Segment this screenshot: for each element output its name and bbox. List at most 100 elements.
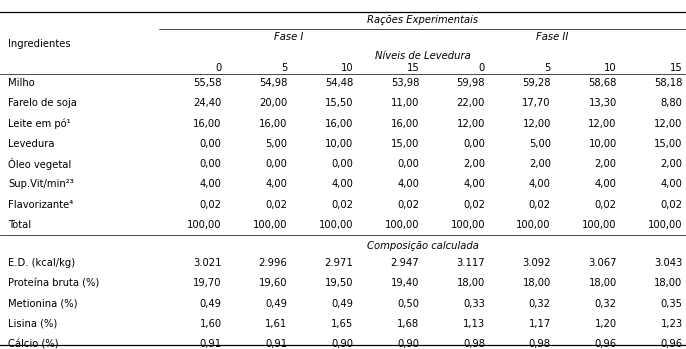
Text: 5: 5	[281, 63, 287, 73]
Text: 58,18: 58,18	[654, 78, 683, 88]
Text: 3.021: 3.021	[193, 258, 222, 268]
Text: 1,61: 1,61	[265, 319, 287, 329]
Text: 16,00: 16,00	[325, 119, 353, 128]
Text: 4,00: 4,00	[661, 179, 683, 189]
Text: 100,00: 100,00	[451, 220, 485, 230]
Text: 100,00: 100,00	[319, 220, 353, 230]
Text: 3.092: 3.092	[522, 258, 551, 268]
Text: 100,00: 100,00	[517, 220, 551, 230]
Text: 15,00: 15,00	[654, 139, 683, 149]
Text: 0,02: 0,02	[661, 200, 683, 209]
Text: Farelo de soja: Farelo de soja	[8, 98, 77, 108]
Text: 54,98: 54,98	[259, 78, 287, 88]
Text: 53,98: 53,98	[391, 78, 419, 88]
Text: 0,00: 0,00	[265, 159, 287, 169]
Text: 12,00: 12,00	[457, 119, 485, 128]
Text: 1,68: 1,68	[397, 319, 419, 329]
Text: 15: 15	[406, 63, 419, 73]
Text: 0,33: 0,33	[463, 299, 485, 309]
Text: 58,68: 58,68	[589, 78, 617, 88]
Text: 2,00: 2,00	[529, 159, 551, 169]
Text: 0,90: 0,90	[397, 339, 419, 349]
Text: Sup.Vit/min²³: Sup.Vit/min²³	[8, 179, 74, 189]
Text: 10,00: 10,00	[325, 139, 353, 149]
Text: Total: Total	[8, 220, 32, 230]
Text: 19,50: 19,50	[324, 279, 353, 288]
Text: 19,40: 19,40	[391, 279, 419, 288]
Text: 12,00: 12,00	[523, 119, 551, 128]
Text: 8,80: 8,80	[661, 98, 683, 108]
Text: Níveis de Levedura: Níveis de Levedura	[375, 51, 471, 61]
Text: 22,00: 22,00	[457, 98, 485, 108]
Text: 11,00: 11,00	[391, 98, 419, 108]
Text: 2,00: 2,00	[661, 159, 683, 169]
Text: Rações Experimentais: Rações Experimentais	[367, 15, 478, 25]
Text: 0,96: 0,96	[595, 339, 617, 349]
Text: 0,00: 0,00	[397, 159, 419, 169]
Text: Lisina (%): Lisina (%)	[8, 319, 58, 329]
Text: 0,91: 0,91	[200, 339, 222, 349]
Text: 4,00: 4,00	[331, 179, 353, 189]
Text: 16,00: 16,00	[391, 119, 419, 128]
Text: 4,00: 4,00	[595, 179, 617, 189]
Text: 18,00: 18,00	[457, 279, 485, 288]
Text: 2.947: 2.947	[390, 258, 419, 268]
Text: 2,00: 2,00	[595, 159, 617, 169]
Text: 19,60: 19,60	[259, 279, 287, 288]
Text: 100,00: 100,00	[385, 220, 419, 230]
Text: 10: 10	[341, 63, 353, 73]
Text: 0,02: 0,02	[200, 200, 222, 209]
Text: 100,00: 100,00	[582, 220, 617, 230]
Text: 16,00: 16,00	[259, 119, 287, 128]
Text: 4,00: 4,00	[265, 179, 287, 189]
Text: 0,02: 0,02	[265, 200, 287, 209]
Text: 18,00: 18,00	[523, 279, 551, 288]
Text: 18,00: 18,00	[589, 279, 617, 288]
Text: 0,49: 0,49	[265, 299, 287, 309]
Text: 20,00: 20,00	[259, 98, 287, 108]
Text: 16,00: 16,00	[193, 119, 222, 128]
Text: 0,00: 0,00	[463, 139, 485, 149]
Text: Levedura: Levedura	[8, 139, 55, 149]
Text: 24,40: 24,40	[193, 98, 222, 108]
Text: 0,02: 0,02	[331, 200, 353, 209]
Text: 100,00: 100,00	[187, 220, 222, 230]
Text: Leite em pó¹: Leite em pó¹	[8, 118, 71, 129]
Text: Fase II: Fase II	[536, 32, 569, 42]
Text: 59,28: 59,28	[522, 78, 551, 88]
Text: 4,00: 4,00	[463, 179, 485, 189]
Text: 0,02: 0,02	[397, 200, 419, 209]
Text: 1,13: 1,13	[463, 319, 485, 329]
Text: 54,48: 54,48	[325, 78, 353, 88]
Text: 0,91: 0,91	[265, 339, 287, 349]
Text: 0,00: 0,00	[200, 139, 222, 149]
Text: 0,50: 0,50	[397, 299, 419, 309]
Text: 13,30: 13,30	[589, 98, 617, 108]
Text: 0,35: 0,35	[661, 299, 683, 309]
Text: 0,00: 0,00	[200, 159, 222, 169]
Text: 4,00: 4,00	[397, 179, 419, 189]
Text: 2.996: 2.996	[259, 258, 287, 268]
Text: E.D. (kcal/kg): E.D. (kcal/kg)	[8, 258, 75, 268]
Text: 12,00: 12,00	[589, 119, 617, 128]
Text: 0,32: 0,32	[529, 299, 551, 309]
Text: 4,00: 4,00	[529, 179, 551, 189]
Text: Cálcio (%): Cálcio (%)	[8, 339, 59, 349]
Text: 17,70: 17,70	[522, 98, 551, 108]
Text: 0,49: 0,49	[200, 299, 222, 309]
Text: 18,00: 18,00	[654, 279, 683, 288]
Text: 2.971: 2.971	[324, 258, 353, 268]
Text: 0: 0	[479, 63, 485, 73]
Text: 3.067: 3.067	[588, 258, 617, 268]
Text: 100,00: 100,00	[253, 220, 287, 230]
Text: 10: 10	[604, 63, 617, 73]
Text: Ingredientes: Ingredientes	[8, 39, 71, 49]
Text: 100,00: 100,00	[648, 220, 683, 230]
Text: 59,98: 59,98	[456, 78, 485, 88]
Text: 0,32: 0,32	[595, 299, 617, 309]
Text: 5,00: 5,00	[529, 139, 551, 149]
Text: 5,00: 5,00	[265, 139, 287, 149]
Text: 0,49: 0,49	[331, 299, 353, 309]
Text: 15,00: 15,00	[391, 139, 419, 149]
Text: 0,02: 0,02	[463, 200, 485, 209]
